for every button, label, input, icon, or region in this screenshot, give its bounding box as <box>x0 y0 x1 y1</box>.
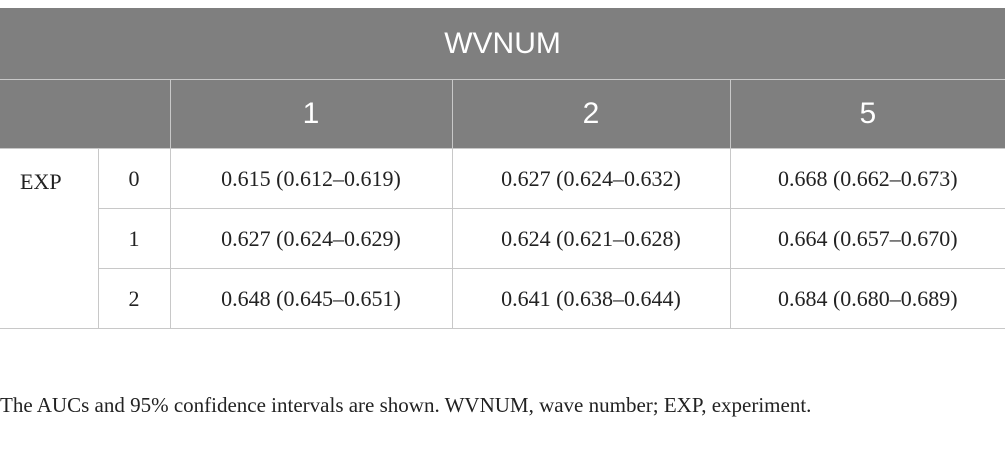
table-row: 1 0.627 (0.624–0.629) 0.624 (0.621–0.628) 0… <box>0 208 1005 269</box>
table-row: 2 0.648 (0.645–0.651) 0.641 (0.638–0.644) 0… <box>0 268 1005 329</box>
table-body: EXP 0 0.615 (0.612–0.619) 0.627 (0.624–0.63… <box>0 148 1005 329</box>
value-cell: 0.624 (0.621–0.628) <box>451 208 731 269</box>
row-group-label: EXP <box>0 148 99 329</box>
column-header: 5 <box>729 79 1005 149</box>
value-cell: 0.664 (0.657–0.670) <box>729 208 1005 269</box>
column-header: 2 <box>451 79 731 149</box>
row-label: 2 <box>97 268 171 329</box>
value-cell: 0.684 (0.680–0.689) <box>729 268 1005 329</box>
table-row: EXP 0 0.615 (0.612–0.619) 0.627 (0.624–0.63… <box>0 148 1005 329</box>
column-header: 1 <box>169 79 453 149</box>
header-row: WVNUM <box>0 8 1005 80</box>
value-cell: 0.627 (0.624–0.632) <box>451 148 731 209</box>
row-label: 1 <box>97 208 171 269</box>
row-label: 0 <box>97 148 171 209</box>
footnote: The AUCs and 95% confidence intervals ar… <box>0 393 812 417</box>
value-cell: 0.648 (0.645–0.651) <box>169 268 453 329</box>
value-cell: 0.641 (0.638–0.644) <box>451 268 731 329</box>
value-cell: 0.668 (0.662–0.673) <box>729 148 1005 209</box>
value-cell: 0.627 (0.624–0.629) <box>169 208 453 269</box>
table-header: WVNUM <box>0 8 1005 80</box>
corner-cell <box>0 79 171 149</box>
value-cell: 0.615 (0.612–0.619) <box>169 148 453 209</box>
